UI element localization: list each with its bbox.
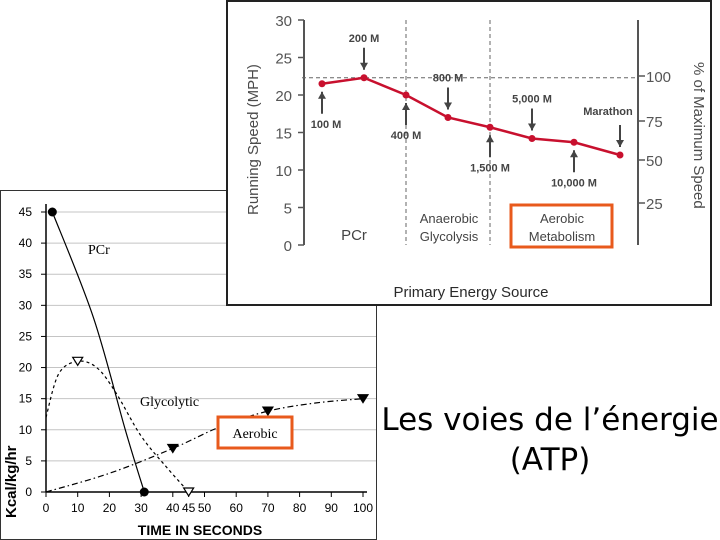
aerobic-point	[356, 394, 370, 404]
slide-caption: Les voies de l’énergie (ATP)	[380, 400, 720, 480]
glycolytic-point	[182, 487, 195, 498]
left-x-axis-label: TIME IN SECONDS	[138, 522, 262, 538]
distance-arrow-head	[486, 135, 494, 143]
glycolytic-curve	[45, 360, 190, 493]
left-y-tick-label: 45	[19, 205, 33, 219]
distance-label: 400 M	[391, 130, 422, 142]
distance-label: Marathon	[583, 106, 633, 118]
aerobic-curve	[45, 398, 364, 493]
running-speed-point	[528, 135, 536, 142]
aerobic-series-label: Aerobic	[232, 427, 277, 442]
right-y2-tick-label: 100	[646, 69, 671, 86]
distance-arrow-head	[402, 103, 410, 110]
right-y-tick-label: 30	[275, 13, 292, 30]
left-y-tick-label: 15	[19, 392, 33, 406]
left-y-tick-label: 35	[19, 267, 33, 281]
left-y-tick-label: 5	[25, 454, 32, 468]
right-y2-axis-label: % of Maximum Speed	[690, 62, 707, 209]
pcr-point	[47, 207, 57, 217]
right-y-tick-label: 10	[275, 163, 292, 180]
distance-arrow-head	[444, 102, 452, 110]
running-speed-point	[402, 91, 410, 99]
left-x-tick-label: 100	[353, 501, 373, 515]
left-y-tick-label: 0	[25, 485, 32, 499]
running-speed-point	[486, 123, 494, 131]
glycolytic-series-label: Glycolytic	[140, 395, 199, 410]
left-x-tick-label: 30	[134, 501, 148, 515]
left-y-axis-label: Kcal/kg/hr	[3, 445, 20, 518]
right-x-axis-label: Primary Energy Source	[393, 284, 548, 301]
left-x-tick-label: 20	[103, 501, 117, 515]
running-speed-point	[360, 74, 368, 82]
right-y-tick-label: 0	[284, 238, 292, 255]
zone-anaerobic-label-line2: Glycolysis	[420, 229, 479, 244]
right-chart-series: 100 M 200 M 400 M 800 M 1,500 M 5,000 M 10,000…	[311, 33, 633, 190]
left-y-tick-label: 40	[19, 236, 33, 250]
left-x-tick-label: 0	[43, 501, 50, 515]
left-chart-series	[45, 207, 370, 498]
left-y-tick-label: 25	[19, 329, 33, 343]
distance-arrow-head	[360, 62, 368, 70]
aerobic-point	[166, 443, 179, 454]
running-speed-chart: 0 5 10 15 20 25 30 25 50 75 100 100 M 200 M 400 M 800…	[226, 0, 712, 306]
distance-label: 100 M	[311, 119, 342, 131]
running-speed-point	[444, 114, 452, 121]
left-x-tick-label: 50	[198, 501, 212, 515]
distance-arrow-head	[570, 150, 578, 158]
running-speed-line	[321, 76, 621, 157]
right-y2-tick-label: 75	[646, 114, 663, 131]
right-y-tick-label: 5	[284, 201, 292, 218]
right-chart-axes: 0 5 10 15 20 25 30 25 50 75 100	[275, 13, 671, 255]
running-speed-point	[570, 138, 578, 146]
distance-arrow-head	[616, 140, 624, 147]
right-chart-border	[226, 0, 712, 306]
distance-label: 5,000 M	[512, 94, 552, 106]
zone-aerobic-label-line2: Metabolism	[529, 229, 595, 244]
left-x-tick-label: 90	[325, 501, 339, 515]
right-y2-tick-label: 25	[646, 196, 663, 213]
left-x-tick-label: 80	[293, 501, 307, 515]
right-y-axis-label: Running Speed (MPH)	[245, 64, 262, 215]
caption-line-2: (ATP)	[509, 442, 591, 478]
pcr-curve	[51, 211, 145, 493]
left-y-tick-label: 10	[19, 423, 33, 437]
left-x-tick-label: 60	[230, 501, 244, 515]
aerobic-highlight-box	[216, 415, 294, 450]
left-y-tick-label: 20	[19, 361, 33, 375]
aerobic-point	[261, 406, 274, 417]
pcr-point	[139, 487, 149, 497]
running-speed-point	[318, 80, 326, 88]
right-y-tick-label: 15	[275, 126, 292, 143]
right-y-tick-label: 25	[275, 51, 292, 68]
distance-arrow-head	[318, 91, 326, 99]
zone-pcr-label: PCr	[341, 227, 367, 244]
glycolytic-point	[71, 356, 84, 367]
left-x-tick-label: 40	[166, 501, 180, 515]
distance-label: 800 M	[433, 73, 464, 85]
distance-label: 10,000 M	[551, 177, 597, 189]
zone-anaerobic-label-line1: Anaerobic	[420, 211, 479, 226]
left-y-tick-label: 30	[19, 298, 33, 312]
pcr-series-label: PCr	[88, 243, 110, 258]
right-y-tick-label: 20	[275, 88, 292, 105]
right-y2-tick-label: 50	[646, 153, 663, 170]
distance-arrow-head	[528, 123, 536, 131]
caption-line-1: Les voies de l’énergie	[381, 402, 719, 438]
zone-aerobic-label-line1: Aerobic	[540, 211, 585, 226]
running-speed-point	[616, 151, 624, 159]
distance-label: 1,500 M	[470, 162, 510, 174]
aerobic-metabolism-highlight-box	[509, 203, 614, 249]
distance-label: 200 M	[349, 33, 380, 45]
left-x-tick-label: 70	[261, 501, 275, 515]
left-x-tick-label: 45	[182, 501, 196, 515]
left-x-tick-label: 10	[71, 501, 85, 515]
